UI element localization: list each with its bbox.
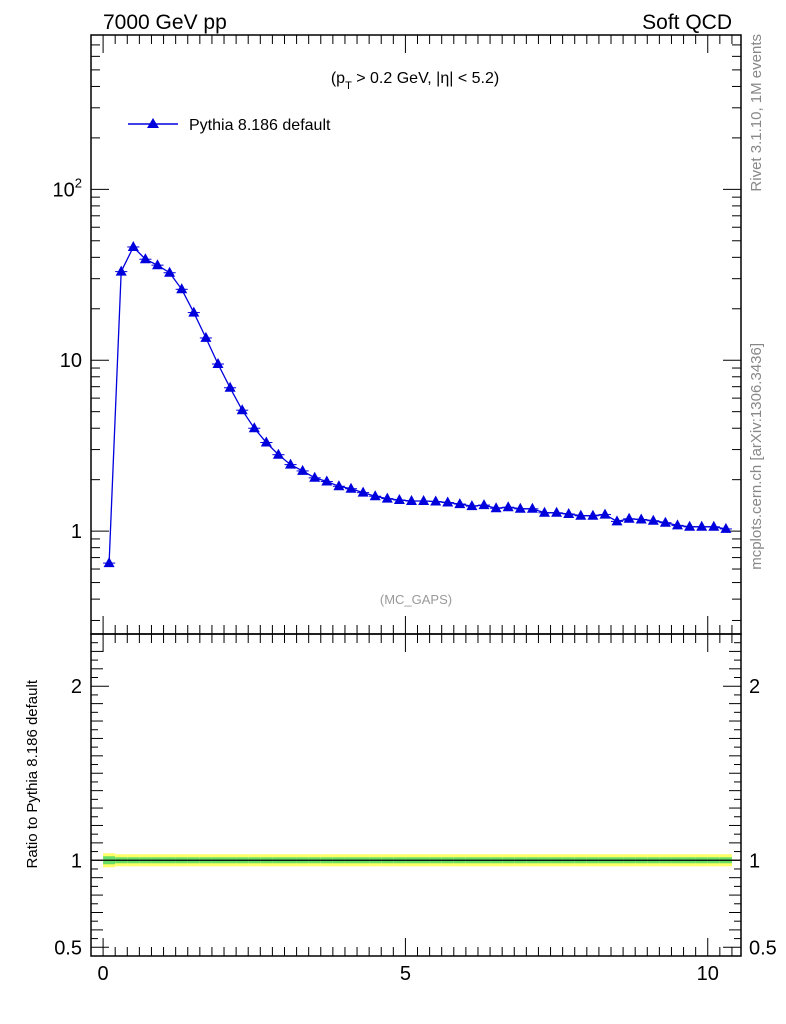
data-point (176, 283, 188, 294)
data-point (248, 422, 260, 433)
data-point (309, 471, 321, 482)
data-point (406, 495, 417, 505)
data-point (357, 486, 369, 497)
data-point (297, 464, 309, 475)
ratio-y-tick-label-left: 1 (71, 850, 82, 872)
ratio-y-tick-label-left: 0.5 (54, 937, 82, 959)
data-point (696, 520, 708, 531)
data-point (526, 502, 538, 513)
data-point (514, 502, 526, 513)
side-label-mcplots: mcplots.cern.ch [arXiv:1306.3436] (748, 343, 765, 570)
ratio-panel-frame (90, 633, 742, 957)
data-point (575, 509, 587, 520)
main-axes: 1 10 102 (53, 34, 741, 634)
x-tick-label: 5 (400, 963, 411, 985)
data-point (272, 448, 284, 459)
cut-annotation-prefix: (p (331, 70, 345, 87)
data-point (720, 522, 732, 533)
data-point (442, 496, 454, 507)
data-point (708, 520, 720, 531)
side-label-rivet: Rivet 3.1.10, 1M events (748, 34, 765, 192)
ratio-y-tick-label-right: 2 (749, 676, 760, 698)
cut-annotation-suffix: > 0.2 GeV, |η| < 5.2) (352, 70, 499, 87)
data-point (684, 520, 696, 531)
data-point (563, 508, 575, 518)
data-point (164, 266, 176, 277)
legend: Pythia 8.186 default (128, 117, 331, 134)
data-point (333, 480, 345, 491)
data-point (369, 490, 381, 501)
data-point (200, 331, 212, 342)
data-point (490, 502, 502, 513)
ratio-y-tick-label-left: 2 (71, 676, 82, 698)
data-point (454, 498, 466, 509)
main-series (103, 241, 732, 568)
cut-annotation: (pT > 0.2 GeV, |η| < 5.2) (331, 70, 499, 92)
data-point (430, 495, 442, 506)
data-point (260, 436, 272, 447)
data-point (478, 499, 490, 510)
data-point (502, 501, 514, 512)
analysis-label: (MC_GAPS) (380, 592, 452, 607)
x-tick-label: 0 (98, 963, 109, 985)
data-point (647, 514, 659, 525)
legend-marker (147, 118, 159, 128)
cut-annotation-subscript: T (345, 80, 352, 92)
data-point (103, 557, 115, 568)
main-y-tick-label: 10 (60, 350, 82, 372)
data-point (539, 506, 550, 517)
data-point (321, 475, 333, 486)
data-point (672, 519, 683, 530)
main-y-tick-label: 102 (53, 175, 82, 201)
data-point (236, 404, 248, 415)
data-point (466, 500, 478, 511)
data-point (635, 513, 647, 524)
header-right-title: Soft QCD (642, 11, 732, 34)
data-point (139, 253, 151, 264)
legend-entry: Pythia 8.186 default (189, 117, 331, 134)
data-point (224, 381, 236, 392)
data-point (152, 259, 163, 270)
data-point (188, 306, 200, 317)
data-point (381, 492, 393, 503)
data-point (115, 265, 127, 276)
data-point (611, 515, 623, 526)
series-line-pythia (108, 245, 727, 564)
data-point (285, 458, 296, 469)
ratio-y-tick-label-right: 1 (749, 850, 760, 872)
main-y-tick-label: 1 (71, 521, 82, 543)
data-point (393, 494, 405, 504)
header-left-title: 7000 GeV pp (103, 11, 227, 34)
data-point (127, 241, 139, 251)
data-point (623, 512, 635, 523)
ratio-y-tick-label-right: 0.5 (749, 937, 777, 959)
data-point (345, 482, 357, 493)
data-point (212, 358, 224, 368)
data-point (587, 509, 599, 520)
data-point (659, 516, 671, 527)
ratio-axes: 0 5 10 0.5 0.5 1 1 2 2 (54, 633, 777, 985)
data-point (551, 506, 563, 517)
ratio-ylabel: Ratio to Pythia 8.186 default (24, 679, 41, 868)
data-point (418, 495, 430, 505)
ratio-content (91, 853, 741, 868)
x-tick-label: 10 (697, 963, 719, 985)
data-point (599, 508, 611, 519)
